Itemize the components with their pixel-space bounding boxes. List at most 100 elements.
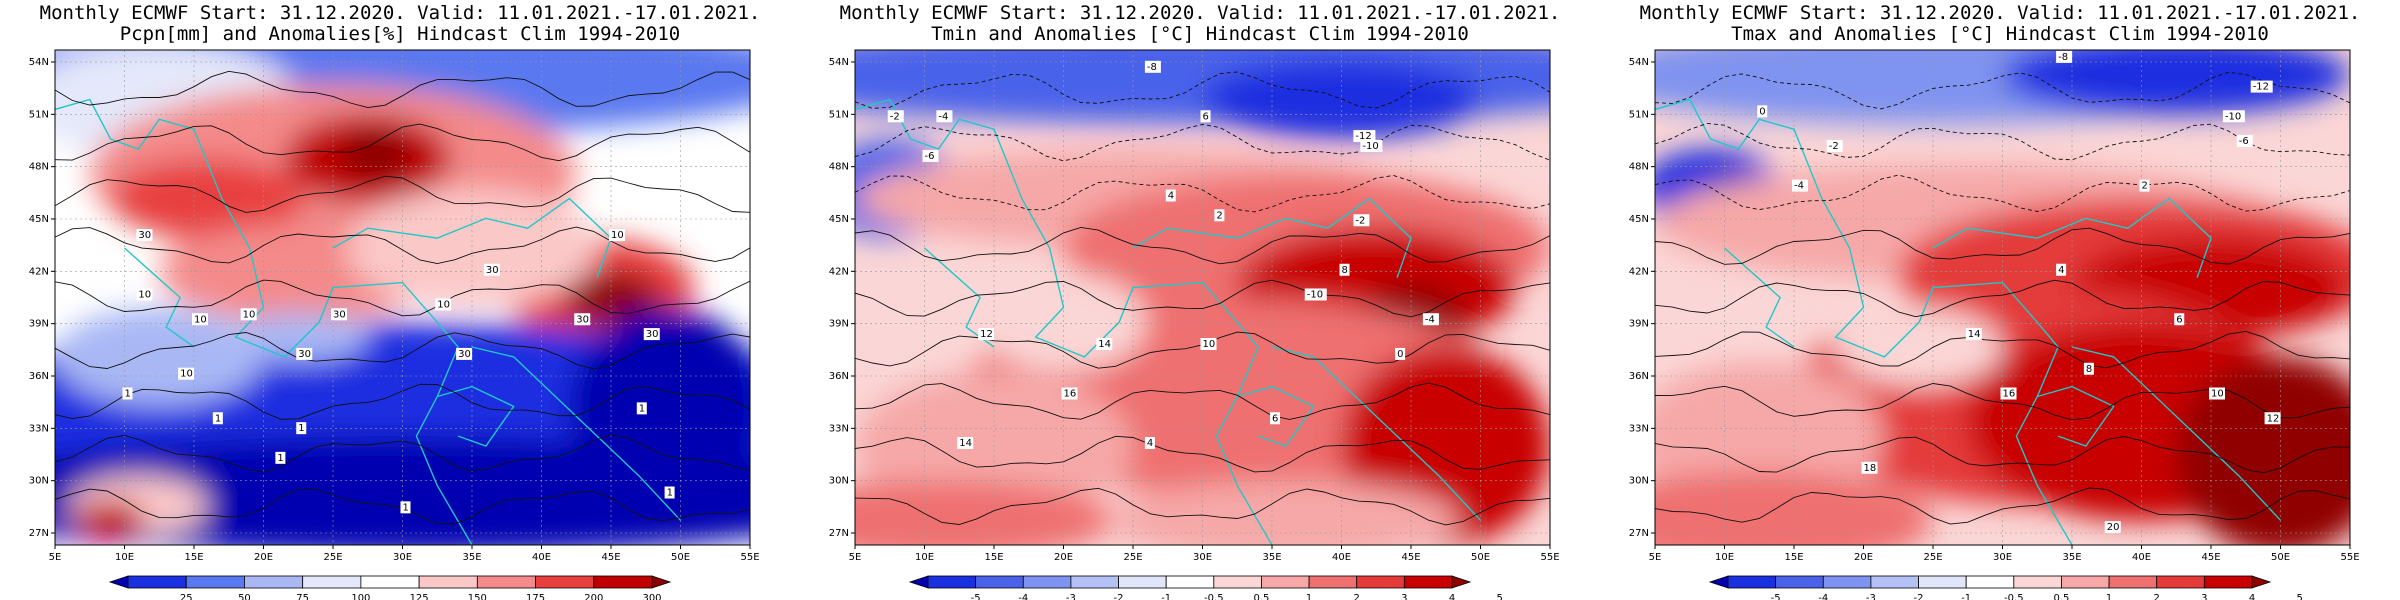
contour-label: -8 <box>1147 62 1157 73</box>
longitude-label: 15E <box>984 552 1003 563</box>
contour-label-bg <box>1792 179 1808 192</box>
longitude-label: 30E <box>1193 552 1212 563</box>
anomaly-field-area <box>346 188 598 308</box>
contour-label-bg <box>1757 105 1768 118</box>
contour-label-bg <box>2250 80 2273 93</box>
contour-label: 0 <box>1759 106 1765 117</box>
contour-line <box>55 226 750 265</box>
colorbar-swatch <box>1918 575 1967 589</box>
colorbar-tick-label: -1 <box>1961 593 1971 600</box>
contour-label: 2 <box>2142 181 2148 192</box>
longitude-label: 5E <box>49 552 62 563</box>
latitude-label: 48N <box>1629 162 1649 173</box>
contour-label-bg <box>1270 412 1280 425</box>
longitude-label: 45E <box>2201 552 2220 563</box>
contour-label-bg <box>1861 461 1878 474</box>
colorbar-low-extension <box>908 575 929 589</box>
contour-label: 30 <box>298 349 311 360</box>
latitude-label: 45N <box>1629 214 1649 225</box>
coastline <box>2071 346 2282 521</box>
contour-label-bg <box>1826 140 1843 152</box>
contour-label: -4 <box>1794 181 1804 192</box>
contour-label-bg <box>2264 412 2281 425</box>
colorbar-swatch <box>418 575 478 589</box>
colorbar-swatch <box>1727 575 1777 589</box>
colorbar-swatch <box>927 575 977 589</box>
coastline <box>1271 346 1482 521</box>
contour-label: 18 <box>1864 463 1877 474</box>
contour-label-bg <box>212 412 223 425</box>
coastline <box>924 247 995 348</box>
contour-label-bg <box>331 308 347 321</box>
contour-line <box>855 382 1550 420</box>
contour-label-bg <box>957 437 974 449</box>
colorbar-tick-label: 0.5 <box>2054 593 2070 600</box>
longitude-label: 40E <box>2132 552 2151 563</box>
longitude-label: 15E <box>1784 552 1803 563</box>
latitude-label: 39N <box>829 319 849 330</box>
colorbar-swatch <box>1118 575 1167 589</box>
latitude-label: 33N <box>1629 423 1649 434</box>
longitude-label: 5E <box>849 552 862 563</box>
contour-label: 10 <box>243 309 256 320</box>
longitude-label: 35E <box>1262 552 1281 563</box>
contour-line <box>1655 330 2350 369</box>
longitude-label: 5E <box>1649 552 1662 563</box>
contour-label: 1 <box>639 403 645 414</box>
longitude-label: 25E <box>1123 552 1142 563</box>
longitude-label: 35E <box>2062 552 2081 563</box>
contour-label: -4 <box>938 111 948 122</box>
latitude-label: 54N <box>829 57 849 68</box>
latitude-label: 51N <box>829 109 849 120</box>
contour-label: 10 <box>2211 389 2224 400</box>
colorbar-tick-label: 4 <box>1449 593 1455 600</box>
colorbar-swatch <box>476 575 536 589</box>
contour-label-bg <box>1422 313 1439 326</box>
contour-label: -2 <box>890 111 900 122</box>
contour-label-bg <box>2056 263 2067 276</box>
contour-label-bg <box>1360 140 1383 152</box>
coastline <box>437 385 515 447</box>
longitude-label: 40E <box>1332 552 1351 563</box>
contour-label-bg <box>456 347 473 360</box>
colorbar-swatch <box>1022 575 1072 589</box>
contour-label: 6 <box>2176 314 2182 325</box>
contour-line <box>855 123 1550 162</box>
colorbar-swatch <box>127 575 187 589</box>
contour-label: 30 <box>458 349 471 360</box>
longitude-label: 45E <box>1401 552 1420 563</box>
colorbar-swatch <box>360 575 420 589</box>
latitude-label: 36N <box>1629 371 1649 382</box>
coastline <box>55 98 473 545</box>
contour-label: -2 <box>1355 215 1365 226</box>
contour-label-bg <box>296 422 307 435</box>
coastline <box>2037 385 2115 447</box>
latitude-label: 39N <box>1629 319 1649 330</box>
colorbar-swatch <box>2203 575 2253 589</box>
contour-line <box>1655 383 2350 421</box>
contour-label-bg <box>1965 328 1982 341</box>
latitude-label: 48N <box>829 162 849 173</box>
contour-line <box>855 226 1550 265</box>
contour-line <box>855 279 1550 318</box>
tmax-panel: Monthly ECMWF Start: 31.12.2020. Valid: … <box>1600 0 2400 600</box>
contour-label-bg <box>609 229 625 242</box>
colorbar-low-extension <box>108 575 129 589</box>
colorbar-high-extension <box>1451 575 1472 589</box>
colorbar-tick-label: 50 <box>238 593 251 600</box>
colorbar-tick-label: 3 <box>2201 593 2207 600</box>
longitude-label: 15E <box>184 552 203 563</box>
contour-label: 4 <box>2058 265 2064 276</box>
panel-title-line1: Monthly ECMWF Start: 31.12.2020. Valid: … <box>39 2 761 24</box>
latitude-label: 48N <box>29 162 49 173</box>
contour-label: 10 <box>138 290 151 301</box>
latitude-label: 51N <box>1629 109 1649 120</box>
contour-line <box>1655 279 2350 318</box>
contour-label: 20 <box>2107 522 2120 533</box>
colorbar-tick-label: -1 <box>1161 593 1171 600</box>
contour-label-bg <box>122 387 133 400</box>
colorbar-tick-label: 2 <box>2154 593 2160 600</box>
longitude-label: 30E <box>1993 552 2012 563</box>
colorbar-swatch <box>1965 575 2015 589</box>
anomaly-field-area <box>55 307 264 407</box>
